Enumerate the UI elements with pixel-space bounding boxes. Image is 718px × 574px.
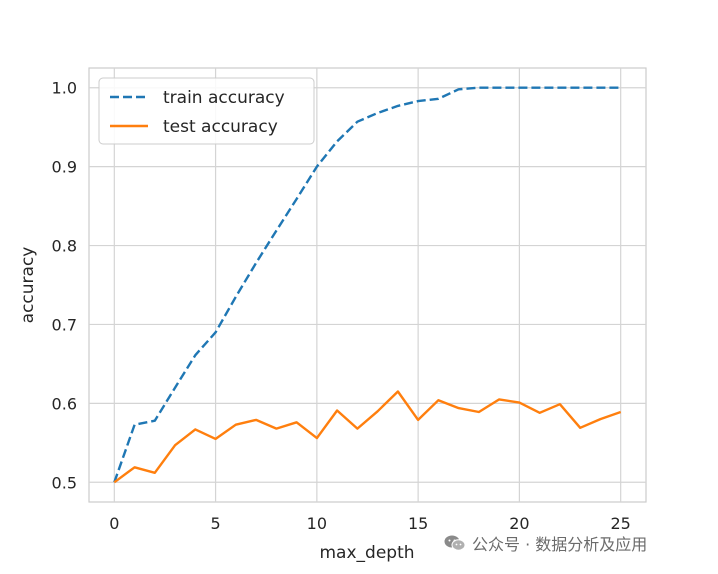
watermark: 公众号 · 数据分析及应用 (444, 531, 647, 555)
x-tick-labels: 0 5 10 15 20 25 (109, 514, 631, 533)
legend: train accuracy test accuracy (98, 77, 315, 145)
x-axis-label: max_depth (319, 543, 414, 563)
y-tick-labels: 0.5 0.6 0.7 0.8 0.9 1.0 (52, 79, 77, 493)
x-tick-label: 0 (109, 514, 119, 533)
x-tick-label: 25 (611, 514, 631, 533)
legend-label-train: train accuracy (163, 88, 285, 108)
wechat-icon (444, 535, 466, 551)
train-accuracy-line (113, 86, 621, 483)
y-tick-label: 0.6 (52, 394, 77, 413)
x-tick-label: 10 (307, 514, 327, 533)
watermark-text: 公众号 · 数据分析及应用 (472, 535, 648, 554)
x-gridlines (113, 68, 622, 502)
y-tick-label: 0.9 (52, 158, 77, 177)
test-accuracy-line (113, 390, 622, 484)
x-tick-label: 20 (509, 514, 529, 533)
x-tick-label: 15 (408, 514, 428, 533)
series-layer (113, 86, 622, 484)
y-tick-label: 0.8 (52, 237, 77, 256)
legend-box (98, 77, 315, 145)
y-tick-label: 1.0 (52, 79, 77, 98)
y-tick-label: 0.5 (52, 473, 77, 492)
y-axis-label: accuracy (18, 247, 38, 324)
x-tick-label: 5 (210, 514, 220, 533)
y-tick-label: 0.7 (52, 315, 77, 334)
legend-label-test: test accuracy (163, 117, 278, 137)
